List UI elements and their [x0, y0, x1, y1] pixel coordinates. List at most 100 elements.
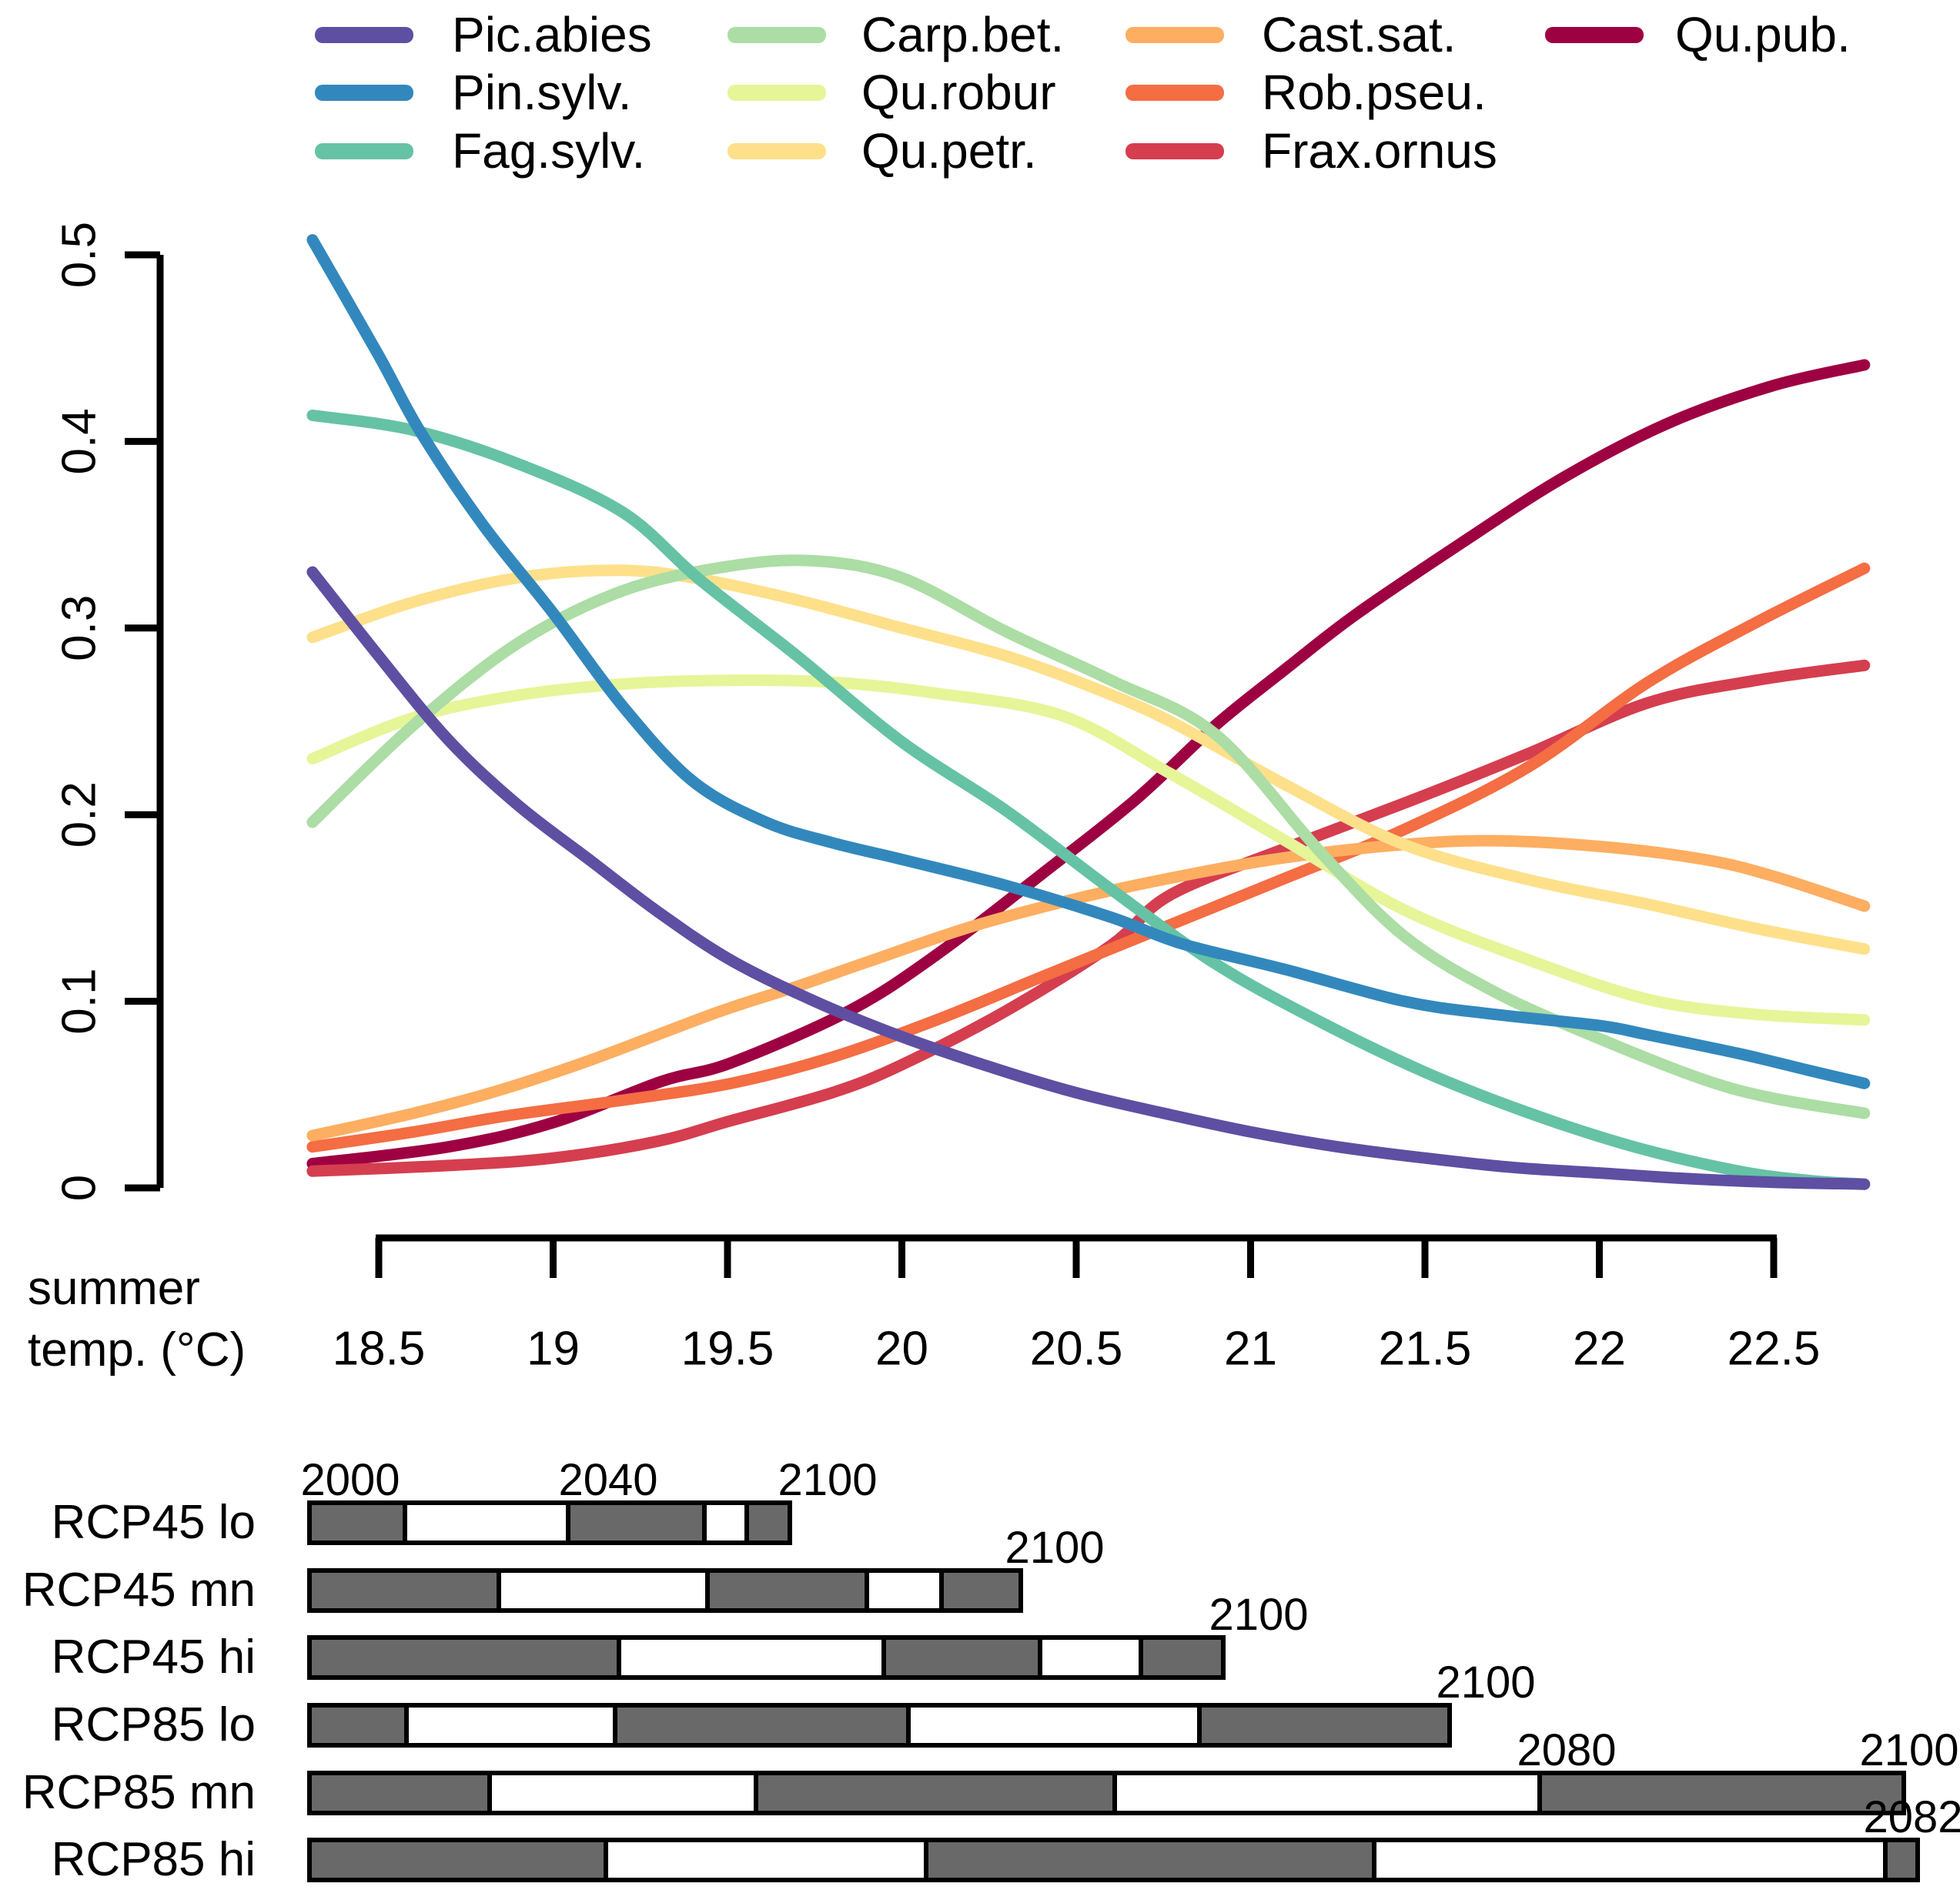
timeline-segment-filled — [1537, 1775, 1901, 1811]
timeline-segment-filled — [312, 1573, 497, 1608]
timeline-bar-rcp85-mn — [307, 1771, 1906, 1815]
timeline-year-label: 2100 — [1005, 1523, 1105, 1573]
x-axis-label-line1: summer — [28, 1262, 200, 1315]
y-tick-label: 0.1 — [53, 968, 106, 1034]
timeline-segment-empty — [702, 1505, 744, 1540]
curve-pin-sylv — [306, 234, 1871, 1089]
timeline-segment-filled — [312, 1505, 403, 1540]
legend-swatch-frax-ornus — [1125, 143, 1224, 159]
legend-swatch-qu-pub — [1545, 27, 1644, 43]
x-tick-label: 22.5 — [1728, 1323, 1821, 1376]
timeline-segment-filled — [312, 1640, 617, 1675]
timeline-segment-filled — [312, 1842, 604, 1878]
legend-swatch-rob-pseu — [1125, 85, 1224, 101]
timeline-year-label: 2080 — [1517, 1725, 1617, 1775]
timeline-row-label-rcp45-lo: RCP45 lo — [51, 1496, 256, 1549]
timeline-segment-filled — [1139, 1640, 1221, 1675]
legend-swatch-fag-sylv — [315, 143, 413, 159]
legend-swatch-cast-sat — [1125, 27, 1224, 43]
x-axis-label-line2: temp. (°C) — [28, 1323, 246, 1377]
legend-label-cast-sat: Cast.sat. — [1262, 7, 1457, 62]
timeline-year-label: 2100 — [1859, 1725, 1959, 1775]
legend-swatch-qu-robur — [727, 85, 826, 101]
legend-label-qu-pub: Qu.pub. — [1675, 7, 1851, 62]
legend-swatch-carp-bet — [727, 27, 826, 43]
timeline-segment-empty — [1372, 1842, 1883, 1878]
legend-label-qu-robur: Qu.robur — [861, 65, 1056, 120]
timeline-segment-filled — [881, 1640, 1038, 1675]
timeline-row-label-rcp45-mn: RCP45 mn — [22, 1564, 256, 1617]
timeline-year-label: 2100 — [1209, 1590, 1309, 1640]
timeline-segment-filled — [312, 1708, 404, 1743]
curve-carp-bet — [306, 554, 1871, 1119]
timeline-segment-filled — [1197, 1708, 1447, 1743]
y-tick-label: 0.3 — [53, 595, 106, 661]
timeline-row-label-rcp85-mn: RCP85 mn — [22, 1766, 256, 1819]
timeline-segment-empty — [1112, 1775, 1537, 1811]
legend-swatch-qu-petr — [727, 143, 826, 159]
timeline-segment-filled — [705, 1573, 865, 1608]
legend-label-fag-sylv: Fag.sylv. — [452, 123, 646, 179]
curve-cast-sat — [306, 835, 1871, 1142]
curve-rob-pseu — [306, 562, 1871, 1153]
x-tick-label: 20.5 — [1030, 1323, 1123, 1376]
timeline-segment-empty — [865, 1573, 939, 1608]
timeline-year-label: 2000 — [300, 1455, 400, 1505]
curve-qu-pub — [306, 359, 1871, 1169]
legend-label-qu-petr: Qu.petr. — [861, 123, 1037, 179]
timeline-segment-filled — [566, 1505, 702, 1540]
x-tick-label: 18.5 — [333, 1323, 426, 1376]
timeline-segment-empty — [1038, 1640, 1139, 1675]
timeline-segment-empty — [403, 1505, 566, 1540]
curve-qu-robur — [306, 674, 1871, 1026]
timeline-year-label: 2040 — [558, 1455, 658, 1505]
legend-swatch-pic-abies — [315, 27, 413, 43]
timeline-segment-filled — [613, 1708, 906, 1743]
timeline-bar-rcp45-hi — [307, 1635, 1226, 1680]
timeline-segment-filled — [939, 1573, 1018, 1608]
timeline-row-label-rcp85-hi: RCP85 hi — [51, 1833, 256, 1886]
timeline-row-label-rcp85-lo: RCP85 lo — [51, 1698, 256, 1751]
timeline-year-label: 2100 — [778, 1455, 878, 1505]
timeline-bar-rcp85-hi — [307, 1838, 1920, 1882]
legend-label-pic-abies: Pic.abies — [452, 7, 652, 62]
timeline-segment-filled — [1883, 1842, 1915, 1878]
timeline-segment-empty — [487, 1775, 754, 1811]
x-tick-label: 21.5 — [1379, 1323, 1472, 1376]
x-tick-label: 19 — [527, 1323, 580, 1376]
legend-swatch-pin-sylv — [315, 85, 413, 101]
curve-qu-petr — [306, 564, 1871, 955]
x-tick-label: 20 — [875, 1323, 928, 1376]
rcp-scenario-timeline: RCP45 lo 2000 2040 2100 RCP45 mn 2100 RCP45 hi… — [0, 1424, 1960, 1890]
timeline-segment-filled — [754, 1775, 1112, 1811]
y-tick-label: 0.2 — [53, 781, 106, 848]
timeline-year-label: 2100 — [1436, 1658, 1536, 1708]
legend-label-frax-ornus: Frax.ornus — [1262, 123, 1497, 179]
timeline-segment-filled — [744, 1505, 788, 1540]
timeline-segment-filled — [312, 1775, 487, 1811]
legend-label-carp-bet: Carp.bet. — [861, 7, 1065, 62]
timeline-bar-rcp45-mn — [307, 1568, 1023, 1613]
timeline-row-label-rcp45-hi: RCP45 hi — [51, 1631, 256, 1684]
timeline-year-label: 2082 — [1863, 1792, 1960, 1842]
y-tick-label: 0.5 — [53, 222, 106, 288]
curve-fag-sylv — [306, 410, 1871, 1190]
timeline-bar-rcp45-lo — [307, 1500, 792, 1545]
timeline-bar-rcp85-lo — [307, 1703, 1452, 1748]
x-tick-label: 22 — [1573, 1323, 1626, 1376]
y-tick-label: 0 — [53, 1175, 106, 1201]
y-tick-label: 0.4 — [53, 408, 106, 474]
timeline-segment-empty — [617, 1640, 881, 1675]
timeline-segment-empty — [906, 1708, 1197, 1743]
x-tick-label: 19.5 — [681, 1323, 774, 1376]
x-tick-label: 21 — [1224, 1323, 1277, 1376]
timeline-segment-empty — [497, 1573, 705, 1608]
legend-label-rob-pseu: Rob.pseu. — [1262, 65, 1487, 120]
timeline-segment-empty — [604, 1842, 924, 1878]
legend-label-pin-sylv: Pin.sylv. — [452, 65, 632, 120]
chart-legend: Pic.abies Pin.sylv. Fag.sylv. Carp.bet. Qu.r… — [0, 0, 1960, 192]
curve-pic-abies — [306, 566, 1871, 1190]
timeline-segment-filled — [924, 1842, 1372, 1878]
